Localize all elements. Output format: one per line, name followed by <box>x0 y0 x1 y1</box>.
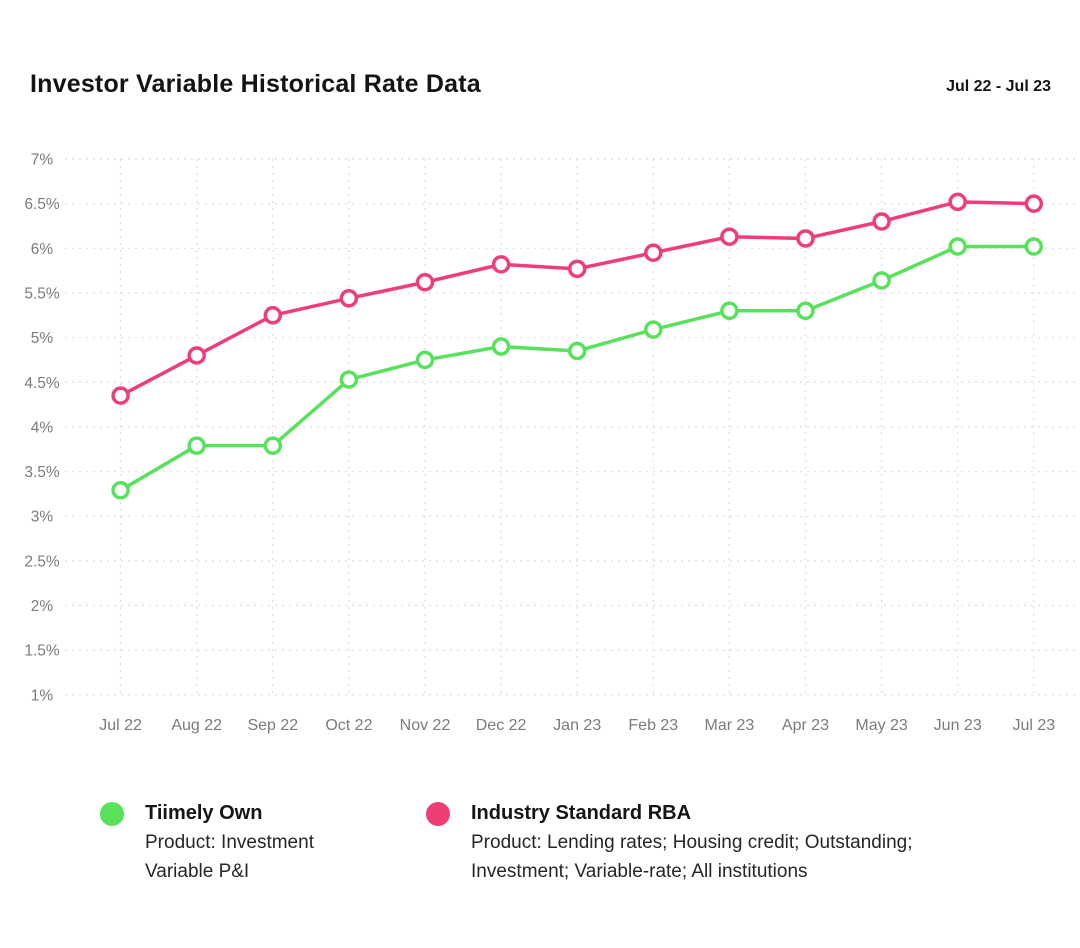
x-tick-label: Sep 22 <box>247 717 298 734</box>
data-point-industry-standard-rba <box>339 289 359 308</box>
data-point-tiimely-own <box>111 481 130 500</box>
y-tick-label: 4.5% <box>24 375 60 392</box>
data-point-tiimely-own <box>567 341 587 361</box>
data-point-industry-standard-rba <box>872 212 891 231</box>
x-tick-label: Jan 23 <box>553 717 601 734</box>
rate-chart: 1% 1.5% 2% 2.5% 3% 3.5% 4% 4.5% 5% 5.5% 6% 6.5% 7% Ju… <box>24 152 1078 734</box>
y-tick-label: 5% <box>31 330 54 347</box>
y-tick-label: 1.5% <box>24 643 60 660</box>
x-tick-label: Dec 22 <box>476 717 527 734</box>
data-point-tiimely-own <box>872 271 891 290</box>
data-point-industry-standard-rba <box>263 306 283 325</box>
x-tick-label: Apr 23 <box>782 717 829 734</box>
data-point-tiimely-own <box>187 436 206 455</box>
legend-item-industry-standard-rba: Industry Standard RBA Product: Lending r… <box>426 799 912 886</box>
data-point-industry-standard-rba <box>567 259 587 279</box>
data-point-tiimely-own <box>948 237 967 256</box>
x-tick-label: Jun 23 <box>934 717 982 734</box>
data-point-industry-standard-rba <box>796 229 815 248</box>
data-point-tiimely-own <box>644 320 663 339</box>
data-point-tiimely-own <box>491 337 511 356</box>
data-point-industry-standard-rba <box>644 243 663 263</box>
tiimely-own-series-dot-icon <box>100 802 124 826</box>
x-tick-label: Nov 22 <box>400 717 451 734</box>
rba-series-dot-icon <box>426 802 450 826</box>
x-tick-label: Jul 23 <box>1012 717 1055 734</box>
x-tick-label: Mar 23 <box>705 717 755 734</box>
legend-series-name: Tiimely Own <box>145 802 263 824</box>
data-point-industry-standard-rba <box>720 227 739 246</box>
y-tick-label: 6.5% <box>24 196 60 213</box>
data-point-industry-standard-rba <box>1024 194 1044 213</box>
y-tick-label: 7% <box>31 152 54 169</box>
data-point-industry-standard-rba <box>491 255 511 274</box>
y-tick-label: 3% <box>31 509 54 526</box>
y-tick-label: 3.5% <box>24 464 60 481</box>
x-tick-label: Feb 23 <box>628 717 678 734</box>
x-tick-label: Oct 22 <box>325 717 372 734</box>
legend-series-name: Industry Standard RBA <box>471 802 692 824</box>
data-point-tiimely-own <box>415 350 435 370</box>
page-title: Investor Variable Historical Rate Data <box>30 70 481 98</box>
x-tick-label: Jul 22 <box>99 717 142 734</box>
data-point-tiimely-own <box>263 436 283 455</box>
legend-series-description: Product: Lending rates; Housing credit; … <box>471 832 913 882</box>
data-point-industry-standard-rba <box>187 346 206 365</box>
data-point-tiimely-own <box>720 301 739 321</box>
data-point-industry-standard-rba <box>415 272 435 292</box>
y-tick-label: 2.5% <box>24 553 60 570</box>
data-point-industry-standard-rba <box>111 386 130 405</box>
x-tick-label: May 23 <box>855 717 908 734</box>
legend-item-tiimely-own: Tiimely Own Product: Investment Variable… <box>100 799 314 886</box>
data-point-tiimely-own <box>1024 237 1044 256</box>
y-tick-label: 6% <box>31 241 54 258</box>
data-point-industry-standard-rba <box>948 192 967 212</box>
data-point-tiimely-own <box>339 370 359 389</box>
y-tick-label: 1% <box>31 687 54 704</box>
legend-series-description: Product: Investment Variable P&I <box>145 832 314 882</box>
data-point-tiimely-own <box>796 301 815 321</box>
x-tick-label: Aug 22 <box>171 717 222 734</box>
y-tick-label: 4% <box>31 419 54 436</box>
y-tick-label: 5.5% <box>24 285 60 302</box>
y-tick-label: 2% <box>31 598 54 615</box>
date-range-label: Jul 22 - Jul 23 <box>946 78 1051 95</box>
